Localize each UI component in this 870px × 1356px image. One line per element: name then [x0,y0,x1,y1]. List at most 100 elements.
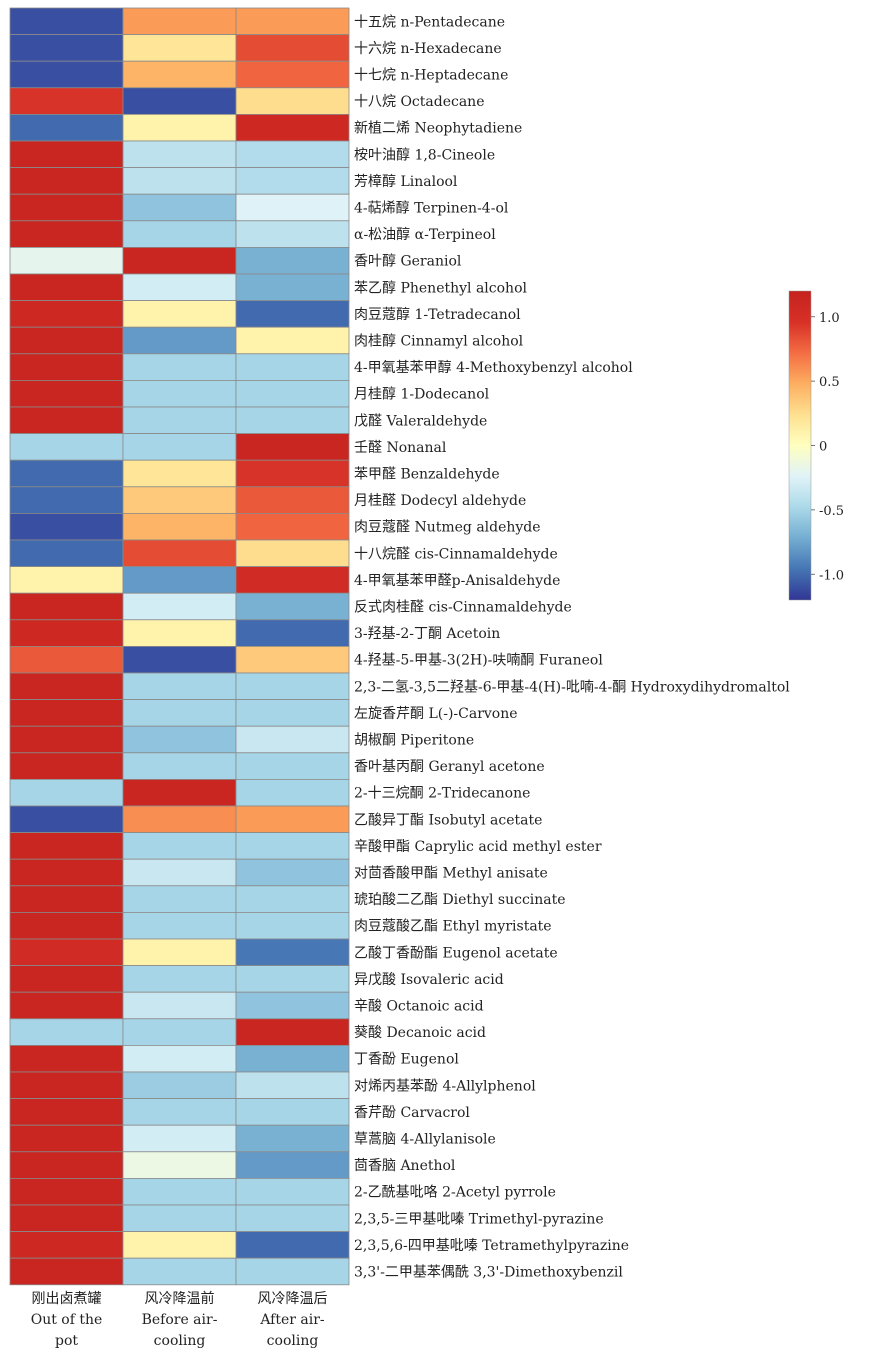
heatmap-cell [10,1019,123,1046]
row-label: 肉豆蔻醛 Nutmeg aldehyde [354,520,541,536]
heatmap-cell [123,992,236,1019]
heatmap-cell [236,1125,349,1152]
row-label: 香叶基丙酮 Geranyl acetone [354,758,545,775]
column-label: cooling [154,1333,206,1349]
row-label: 苯乙醇 Phenethyl alcohol [354,279,527,296]
row-label: 辛酸 Octanoic acid [354,999,484,1015]
heatmap-cell [10,168,123,195]
row-label: 香叶醇 Geraniol [354,253,462,270]
heatmap-cell [10,88,123,115]
heatmap-cell [10,886,123,913]
row-label: 戊醛 Valeraldehyde [354,413,487,429]
heatmap-cell [236,886,349,913]
heatmap-cell [236,327,349,354]
heatmap-cell [123,407,236,434]
row-label: 茴香脑 Anethol [354,1158,456,1174]
color-scale-legend: 1.0 0.5 0 -0.5 -1.0 [789,291,844,600]
heatmap-cell [10,434,123,461]
row-label: 2,3,5-三甲基吡嗪 Trimethyl-pyrazine [354,1210,604,1227]
color-scale-bar [789,291,811,600]
heatmap-cell [236,939,349,966]
heatmap-cell [123,646,236,673]
heatmap-cell [10,939,123,966]
heatmap-cell [10,646,123,673]
row-label: 十八烷 Octadecane [354,94,484,110]
heatmap-cell [10,779,123,806]
row-label: 对烯丙基苯酚 4-Allylphenol [354,1077,536,1094]
heatmap-cell [123,753,236,780]
heatmap-cell [10,380,123,407]
heatmap-cell [10,247,123,274]
heatmap-cell [123,61,236,88]
heatmap-cell [123,779,236,806]
heatmap-cell [10,859,123,886]
heatmap-cell [236,567,349,594]
heatmap-cell [236,194,349,221]
row-labels: 十五烷 n-Pentadecane 十六烷 n-Hexadecane 十七烷 n-H… [354,14,790,1280]
scale-tick-label: 0.5 [819,375,840,390]
heatmap-cell [123,221,236,248]
heatmap-cell [10,1045,123,1072]
row-label: 月桂醇 1-Dodecanol [354,386,490,403]
heatmap-cell [123,460,236,487]
heatmap-cell [236,1258,349,1285]
row-label: 2,3,5,6-四甲基吡嗪 Tetramethylpyrazine [354,1237,629,1254]
heatmap-cell [10,1152,123,1179]
heatmap-cell [236,673,349,700]
heatmap-cell [123,35,236,62]
heatmap-cell [236,460,349,487]
heatmap-cell [123,833,236,860]
row-label: 肉豆蔻酸乙酯 Ethyl myristate [354,919,552,935]
heatmap-cell [236,646,349,673]
column-label: Out of the [31,1312,103,1328]
row-label: α-松油醇 α-Terpineol [354,226,496,243]
heatmap-cell [123,673,236,700]
heatmap-cell [10,407,123,434]
heatmap-cell [10,992,123,1019]
heatmap-cell [10,833,123,860]
heatmap-cell [236,912,349,939]
row-label: 葵酸 Decanoic acid [354,1025,486,1041]
heatmap-cell [236,540,349,567]
heatmap-cell [10,1072,123,1099]
heatmap-cell [236,434,349,461]
heatmap-cell [123,168,236,195]
scale-tick-label: 0 [819,440,827,455]
heatmap-cell [236,833,349,860]
heatmap-cell [10,806,123,833]
heatmap-cell [236,1045,349,1072]
heatmap-cell [10,8,123,35]
row-label: 十七烷 n-Heptadecane [354,68,508,84]
heatmap-cell [236,620,349,647]
column-label: cooling [267,1333,319,1349]
row-label: 2-乙酰基吡咯 2-Acetyl pyrrole [354,1184,556,1201]
heatmap-cell [236,753,349,780]
heatmap-cell [123,859,236,886]
heatmap-cell [10,221,123,248]
heatmap-cell [123,301,236,328]
heatmap-cell [10,1205,123,1232]
heatmap-cell [123,434,236,461]
heatmap-cell [10,114,123,141]
row-label: 3,3'-二甲基苯偶酰 3,3'-Dimethoxybenzil [354,1264,623,1281]
heatmap-cell [236,61,349,88]
heatmap-cell [10,620,123,647]
heatmap-cell [10,1099,123,1126]
heatmap-cell [236,8,349,35]
heatmap-cell [236,35,349,62]
heatmap-cell [123,620,236,647]
heatmap-cell [123,380,236,407]
heatmap-cell [10,487,123,514]
column-label: After air- [259,1312,325,1328]
heatmap-cell [236,513,349,540]
heatmap-cell [123,88,236,115]
heatmap-cell [236,779,349,806]
row-label: 4-甲氧基苯甲醛p-Anisaldehyde [354,572,560,589]
heatmap-cell [123,1152,236,1179]
scale-tick-label: -0.5 [819,504,844,519]
heatmap-cell [236,966,349,993]
row-label: 壬醛 Nonanal [354,440,447,456]
heatmap-cell [10,753,123,780]
heatmap-cell [10,61,123,88]
